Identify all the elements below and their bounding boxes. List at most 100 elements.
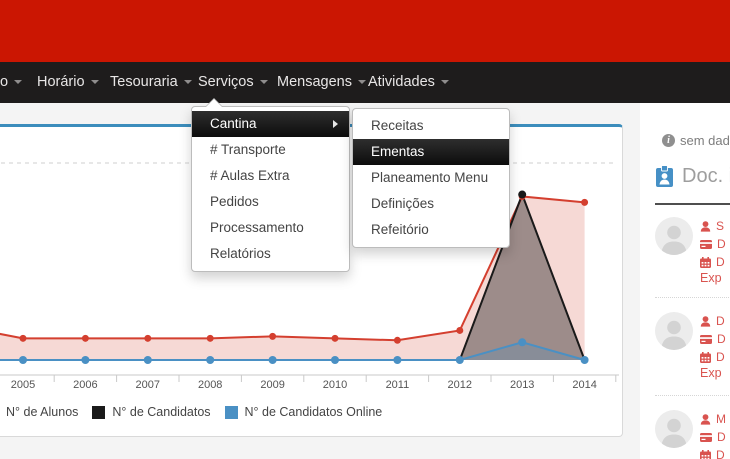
student-name: M xyxy=(716,412,726,426)
legend-label: N° de Candidatos Online xyxy=(244,405,383,419)
card-row: D xyxy=(700,235,726,253)
nav-item-label: Atividades xyxy=(368,74,435,90)
menu-item-label: Cantina xyxy=(210,116,257,131)
nav-item-horario[interactable]: Horário xyxy=(37,62,99,103)
student-name-row: S xyxy=(700,217,726,235)
menu-item-label: # Transporte xyxy=(210,142,286,157)
date-text: D xyxy=(716,448,725,459)
calendar-icon xyxy=(700,449,711,459)
legend-swatch-blue xyxy=(224,405,238,419)
dotted-divider xyxy=(655,395,730,396)
svg-text:2007: 2007 xyxy=(136,379,160,391)
date-row: D xyxy=(700,253,726,271)
menu-item-label: Processamento xyxy=(210,220,304,235)
menu-item-aulas-extra[interactable]: # Aulas Extra xyxy=(192,163,349,189)
no-data-label: sem dados xyxy=(680,133,730,148)
person-icon xyxy=(700,315,711,327)
legend-label: N° de Alunos xyxy=(6,405,79,419)
chevron-down-icon xyxy=(90,80,99,85)
student-name: S xyxy=(716,219,725,233)
svg-text:2006: 2006 xyxy=(73,379,97,391)
card-text: D xyxy=(717,430,726,444)
submenu-arrow-icon xyxy=(333,120,338,128)
person-icon xyxy=(700,220,711,232)
date-text: D xyxy=(716,255,725,269)
submenu-item-ementas[interactable]: Ementas xyxy=(353,139,509,165)
legend-item-candidatos: N° de Candidatos xyxy=(92,405,211,419)
menu-item-label: Definições xyxy=(371,196,435,211)
chart-legend: N° de Alunos N° de Candidatos N° de Cand… xyxy=(0,405,622,419)
export-link[interactable]: Exp xyxy=(700,366,722,380)
student-name: D xyxy=(716,314,725,328)
enrollment-chart: 2005 2006 2007 2008 2009 2010 2011 2012 2013 2014 xyxy=(0,162,619,391)
menu-item-cantina[interactable]: Cantina xyxy=(192,111,349,137)
legend-item-candidatos-online: N° de Candidatos Online xyxy=(224,405,383,419)
card-icon xyxy=(700,239,712,249)
menu-item-label: Relatórios xyxy=(210,246,271,261)
menu-item-relatorios[interactable]: Relatórios xyxy=(192,241,349,267)
menu-item-label: Planeamento Menu xyxy=(371,170,489,185)
chevron-down-icon xyxy=(259,80,268,85)
doc-panel-title: Doc. i xyxy=(682,165,730,187)
doc-list-item[interactable]: D D D Exp xyxy=(640,312,730,404)
legend-label: N° de Candidatos xyxy=(112,405,211,419)
svg-text:2014: 2014 xyxy=(572,379,596,391)
avatar xyxy=(655,312,693,350)
nav-item-label: Mensagens xyxy=(277,74,352,90)
export-link[interactable]: Exp xyxy=(700,271,722,285)
svg-text:2005: 2005 xyxy=(11,379,35,391)
doc-badge-icon xyxy=(656,165,673,187)
calendar-icon xyxy=(700,256,711,268)
doc-list-item[interactable]: M D D xyxy=(640,410,730,459)
section-divider xyxy=(655,203,730,205)
svg-text:2009: 2009 xyxy=(260,379,284,391)
info-icon: i xyxy=(662,134,675,147)
submenu-item-receitas[interactable]: Receitas xyxy=(353,113,509,139)
submenu-item-definicoes[interactable]: Definições xyxy=(353,191,509,217)
chevron-down-icon xyxy=(357,80,366,85)
doc-list-item[interactable]: S D D Exp xyxy=(640,217,730,309)
chevron-down-icon xyxy=(14,80,23,85)
menu-item-label: # Aulas Extra xyxy=(210,168,290,183)
menu-item-pedidos[interactable]: Pedidos xyxy=(192,189,349,215)
services-dropdown: Cantina # Transporte # Aulas Extra Pedid… xyxy=(191,98,350,272)
svg-text:2011: 2011 xyxy=(386,379,410,391)
nav-item-servicos[interactable]: Serviços xyxy=(198,62,268,103)
menu-item-label: Ementas xyxy=(371,144,425,159)
no-data-status: i sem dados xyxy=(662,133,730,148)
calendar-icon xyxy=(700,351,711,363)
chevron-down-icon xyxy=(183,80,192,85)
date-row: D xyxy=(700,348,726,366)
card-text: D xyxy=(717,332,726,346)
person-icon xyxy=(700,413,711,425)
nav-item-atividades[interactable]: Atividades xyxy=(368,62,449,103)
card-row: D xyxy=(700,428,726,446)
brand-header xyxy=(0,0,730,62)
submenu-item-refeitorio[interactable]: Refeitório xyxy=(353,217,509,243)
chevron-down-icon xyxy=(440,80,449,85)
dotted-divider xyxy=(655,297,730,298)
svg-text:2013: 2013 xyxy=(510,379,534,391)
svg-text:2012: 2012 xyxy=(448,379,472,391)
nav-item-mensagens[interactable]: Mensagens xyxy=(277,62,366,103)
avatar xyxy=(655,410,693,448)
nav-item-partial[interactable]: o xyxy=(0,62,23,103)
card-row: D xyxy=(700,330,726,348)
doc-panel-header: Doc. i xyxy=(655,165,730,188)
menu-item-label: Receitas xyxy=(371,118,424,133)
menu-item-label: Refeitório xyxy=(371,222,429,237)
date-row: D xyxy=(700,446,726,459)
menu-item-processamento[interactable]: Processamento xyxy=(192,215,349,241)
card-icon xyxy=(700,432,712,442)
nav-item-partial-label: o xyxy=(0,74,9,90)
svg-text:2010: 2010 xyxy=(323,379,347,391)
legend-swatch-black xyxy=(92,405,106,419)
menu-item-transporte[interactable]: # Transporte xyxy=(192,137,349,163)
student-name-row: M xyxy=(700,410,726,428)
cantina-submenu: Receitas Ementas Planeamento Menu Defini… xyxy=(352,108,510,248)
sidebar-panel: i sem dados Doc. i xyxy=(640,103,730,459)
nav-item-label: Tesouraria xyxy=(110,74,178,90)
nav-item-tesouraria[interactable]: Tesouraria xyxy=(110,62,192,103)
submenu-item-planeamento-menu[interactable]: Planeamento Menu xyxy=(353,165,509,191)
